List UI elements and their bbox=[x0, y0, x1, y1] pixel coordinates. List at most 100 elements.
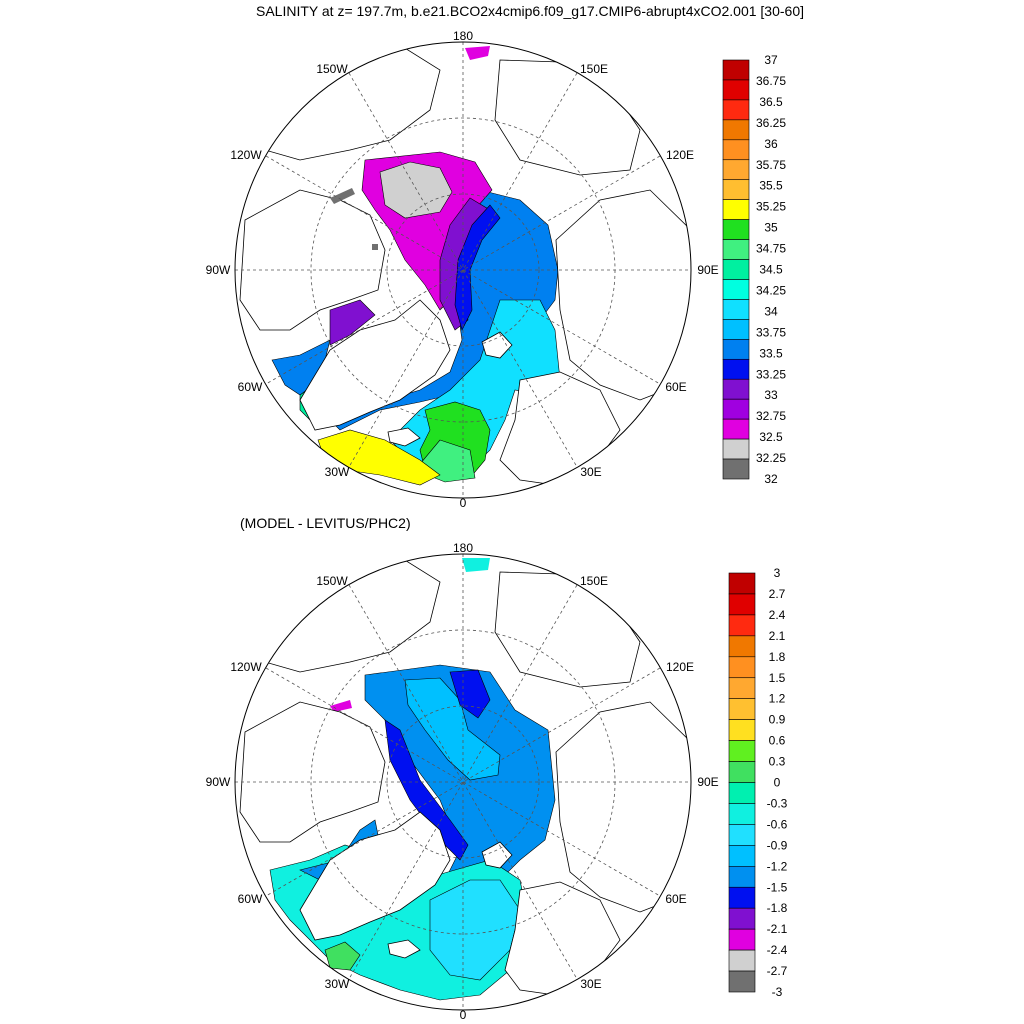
colorbar-swatch bbox=[722, 339, 750, 360]
landmass-svalbard bbox=[481, 331, 513, 359]
colorbar-tick-label: 36.25 bbox=[756, 116, 786, 130]
colorbar-tick-label: 33.5 bbox=[759, 346, 783, 360]
colorbar-difference: 3 2.7 2.4 2.1 1.8 1.5 1.2 0.9 0.6 0.3 0 -0.3 -0.6 -0.… bbox=[728, 566, 788, 999]
landmass-greenland bbox=[299, 299, 451, 431]
colorbar-swatch bbox=[728, 845, 756, 867]
colorbar-tick-label: -2.1 bbox=[767, 922, 788, 936]
difference-region-interior-core bbox=[404, 677, 501, 781]
colorbar-tick-label: 2.7 bbox=[769, 587, 786, 601]
colorbar-swatch bbox=[722, 398, 750, 420]
panel-salinity: SALINITY at z= 197.7m, b.e21.BCO2x4cmip6… bbox=[206, 3, 804, 510]
colorbar-tick-label: 0.6 bbox=[769, 734, 786, 748]
salinity-region-baffin-margin bbox=[329, 299, 376, 346]
colorbar-swatch bbox=[728, 949, 756, 972]
colorbar-salinity: 37 36.75 36.5 36.25 36 35.75 35.5 35.25 35 34.75 3… bbox=[722, 53, 786, 486]
colorbar-swatch bbox=[722, 219, 750, 240]
colorbar-swatch bbox=[722, 179, 750, 200]
colorbar-tick-label: 34 bbox=[764, 304, 778, 318]
map-salinity: 180 150E 120E 90E 60E 30E 0 30W 60W 90W … bbox=[206, 29, 719, 510]
colorbar-tick-label: -0.9 bbox=[767, 838, 788, 852]
colorbar-tick-label: -1.5 bbox=[767, 880, 788, 894]
colorbar-tick-label: 2.4 bbox=[769, 608, 786, 622]
colorbar-swatch bbox=[722, 159, 750, 181]
colorbar-tick-label: 32.75 bbox=[756, 409, 786, 423]
lon-label: 150E bbox=[580, 574, 608, 588]
landmass-archipelago-lower bbox=[239, 701, 386, 843]
colorbar-tick-label: 1.5 bbox=[769, 671, 786, 685]
colorbar-tick-label: 2.1 bbox=[769, 629, 786, 643]
colorbar-swatch bbox=[728, 803, 756, 825]
colorbar-tick-label: 33 bbox=[764, 388, 778, 402]
colorbar-tick-label: 32.25 bbox=[756, 451, 786, 465]
lon-label: 180 bbox=[453, 541, 473, 555]
colorbar-tick-label: 32 bbox=[764, 472, 778, 486]
lon-label: 30E bbox=[580, 465, 601, 479]
difference-region-archipelago-edge bbox=[330, 700, 352, 712]
lon-label: 120W bbox=[230, 660, 262, 674]
salinity-field bbox=[239, 44, 691, 486]
difference-region-bering bbox=[462, 558, 490, 572]
colorbar-swatch bbox=[728, 824, 756, 846]
map-difference: 180 150E 120E 90E 60E 30E 0 30W 60W 90W … bbox=[206, 541, 719, 1022]
difference-field bbox=[239, 556, 691, 1001]
colorbar-tick-label: -0.6 bbox=[767, 817, 788, 831]
colorbar-swatch bbox=[722, 319, 750, 340]
colorbar-tick-label: -2.4 bbox=[767, 943, 788, 957]
colorbar-swatch bbox=[728, 593, 756, 616]
colorbar-tick-label: -3 bbox=[772, 985, 783, 999]
lon-label: 0 bbox=[460, 496, 467, 510]
colorbar-swatch bbox=[722, 299, 750, 320]
colorbar-tick-label: -1.2 bbox=[767, 859, 788, 873]
lon-label: 150W bbox=[316, 574, 348, 588]
colorbar-swatch bbox=[722, 378, 750, 400]
colorbar-tick-label: 36 bbox=[764, 137, 778, 151]
panel-difference-title: (MODEL - LEVITUS/PHC2) bbox=[240, 515, 411, 531]
colorbar-swatch bbox=[728, 970, 756, 993]
colorbar-swatch bbox=[728, 782, 756, 804]
landmass-iceland bbox=[387, 427, 421, 447]
lon-label: 90E bbox=[697, 263, 718, 277]
ice-archipelago bbox=[372, 244, 378, 250]
colorbar-swatch bbox=[722, 279, 750, 300]
colorbar-swatch bbox=[722, 119, 750, 141]
colorbar-tick-label: 33.75 bbox=[756, 325, 786, 339]
colorbar-swatch bbox=[722, 458, 750, 480]
colorbar-swatch bbox=[722, 99, 750, 121]
salinity-region-bering bbox=[465, 46, 490, 60]
difference-region-iceland bbox=[324, 941, 361, 971]
colorbar-swatch bbox=[722, 438, 750, 460]
ice-canadian bbox=[330, 188, 355, 204]
colorbar-swatch bbox=[728, 886, 756, 909]
colorbar-tick-label: 32.5 bbox=[759, 430, 783, 444]
panel-salinity-title: SALINITY at z= 197.7m, b.e21.BCO2x4cmip6… bbox=[256, 3, 804, 19]
graticule-difference bbox=[235, 554, 691, 1010]
map-salinity-border bbox=[234, 41, 692, 499]
colorbar-swatch bbox=[728, 761, 756, 783]
colorbar-swatch bbox=[728, 572, 756, 595]
colorbar-swatch bbox=[722, 139, 750, 161]
salinity-region-eurasian-basin bbox=[329, 189, 559, 431]
colorbar-tick-label: 0.3 bbox=[769, 755, 786, 769]
colorbar-tick-label: 1.2 bbox=[769, 692, 786, 706]
colorbar-tick-label: 35.75 bbox=[756, 158, 786, 172]
lon-labels-salinity: 180 150E 120E 90E 60E 30E 0 30W 60W 90W … bbox=[206, 29, 719, 510]
salinity-region-canada-basin bbox=[379, 161, 453, 219]
colorbar-swatch bbox=[728, 865, 756, 888]
colorbar-swatch bbox=[722, 59, 750, 81]
colorbar-tick-label: 35 bbox=[764, 221, 778, 235]
colorbar-tick-label: 34.25 bbox=[756, 283, 786, 297]
colorbar-tick-label: 3 bbox=[774, 566, 781, 580]
landmass-greenland-lower bbox=[299, 811, 451, 941]
lon-label: 120E bbox=[666, 148, 694, 162]
lon-label: 120E bbox=[666, 660, 694, 674]
map-difference-border bbox=[234, 553, 692, 1011]
lon-label: 60E bbox=[665, 380, 686, 394]
lon-label: 30W bbox=[325, 977, 350, 991]
colorbar-tick-label: 36.5 bbox=[759, 95, 783, 109]
colorbar-tick-label: 1.8 bbox=[769, 650, 786, 664]
lon-label: 60E bbox=[665, 892, 686, 906]
colorbar-swatch bbox=[722, 259, 750, 280]
colorbar-swatch bbox=[728, 635, 756, 658]
lon-label: 90E bbox=[697, 775, 718, 789]
colorbar-tick-label: 37 bbox=[764, 53, 778, 67]
